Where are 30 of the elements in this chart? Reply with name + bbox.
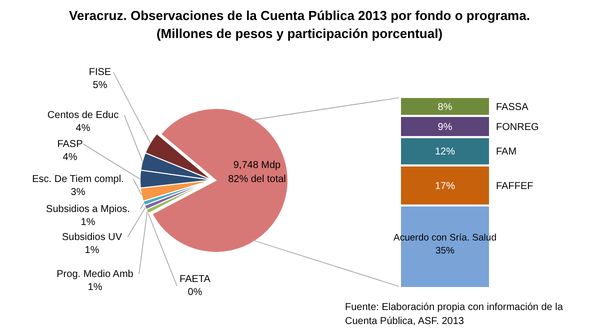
chart-title: Veracruz. Observaciones de la Cuenta Pública 2013 por fondo o programa.	[69, 8, 530, 23]
data-label: 5%	[92, 80, 108, 91]
slice-label: FASP	[57, 139, 84, 150]
data-label: 4%	[76, 123, 90, 134]
data-label: 1%	[84, 245, 100, 256]
slice-label: Esc. De Tiem compl.	[32, 174, 124, 185]
slice-label: FISE	[88, 67, 112, 78]
series-label: FAM	[496, 146, 517, 158]
series-label: FONREG	[496, 122, 539, 133]
data-label: 82% del total	[228, 174, 286, 185]
slice-label: Prog. Medio Amb	[56, 269, 134, 280]
data-label: 1%	[80, 217, 96, 228]
category-label: FAETA	[180, 274, 210, 285]
text: 0%	[188, 287, 202, 298]
slice-label: Subsidios UV	[62, 232, 122, 243]
data-label: 35%	[435, 246, 456, 257]
source-note: Fuente: Elaboración propia con información de la Cuenta Pública, ASF. 2013	[345, 302, 564, 327]
chart-subtitle: (Millones de pesos y participación porcentual)	[156, 26, 443, 41]
slice-label: Centos de Educ	[47, 110, 119, 121]
data-label: 3%	[70, 187, 86, 198]
series-label: FASSA	[496, 102, 529, 113]
slice-label: Subsidios a Mpios.	[46, 204, 130, 215]
data-label: 4%	[62, 152, 78, 163]
data-label: 9%	[438, 122, 452, 133]
data-label: 12%	[434, 146, 456, 158]
series-label: FAFFEF	[496, 180, 534, 192]
data-label: 1%	[88, 282, 102, 293]
data-label: 17%	[434, 180, 456, 192]
data-label: 8%	[438, 102, 452, 113]
slice-label: 9,748 Mdp	[233, 160, 282, 171]
